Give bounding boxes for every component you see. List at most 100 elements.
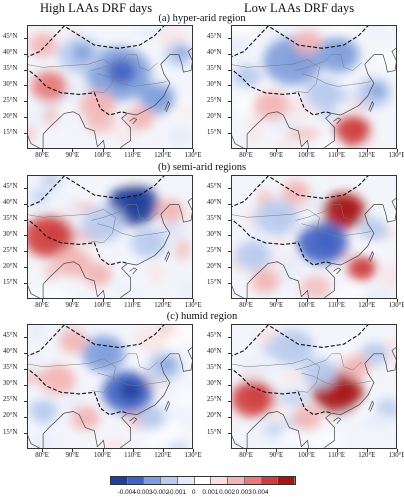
anomaly-core [33, 190, 47, 202]
colorbar-tick-label: -0.001 [167, 489, 186, 496]
lon-tick [397, 299, 398, 302]
lon-tick [246, 299, 248, 302]
lon-label: 100°E [93, 302, 112, 309]
anomaly-core [175, 46, 189, 59]
anomaly-core [285, 336, 306, 355]
lon-label: 80°E [35, 152, 49, 159]
lat-label: 35°N [207, 364, 222, 372]
lat-label: 15°N [3, 428, 18, 436]
lat-tick [228, 117, 231, 119]
lat-label: 25°N [207, 396, 222, 404]
lon-label: 120°E [358, 152, 376, 159]
field-speckle [271, 237, 290, 248]
field-speckle [178, 289, 192, 298]
lat-label: 40°N [207, 348, 222, 356]
map-feature-line [28, 358, 116, 393]
country-border [232, 26, 369, 58]
map-feature-line [295, 353, 362, 371]
lon-label: 80°E [35, 452, 49, 459]
lon-label: 110°E [124, 302, 142, 309]
panel-b-high-canvas [28, 176, 192, 298]
panel-a-high-map [27, 25, 193, 149]
anomaly-core [330, 44, 351, 62]
lat-label: 30°N [207, 230, 222, 238]
anomaly-core [243, 69, 257, 81]
coastline [178, 197, 192, 223]
colorbar-swatch [127, 477, 145, 484]
panel-b-high-map [27, 175, 193, 299]
lon-tick [193, 299, 194, 302]
field-speckle [285, 127, 320, 141]
lat-tick [228, 416, 231, 418]
field-speckle [148, 262, 164, 284]
lat-label: 40°N [3, 49, 18, 57]
lon-tick [162, 149, 164, 152]
lon-label: 100°E [93, 152, 112, 159]
field-speckle [377, 397, 396, 413]
field-speckle [277, 389, 309, 407]
country-border [232, 325, 369, 357]
anomaly-core [96, 343, 117, 361]
lon-label: 130°E [388, 302, 404, 309]
coastline [333, 417, 342, 424]
panel-b-low-map [231, 175, 397, 299]
anomaly-core [368, 83, 386, 98]
lon-label: 80°E [239, 302, 253, 309]
lat-tick [228, 267, 231, 269]
lat-tick [24, 219, 27, 221]
coastline [368, 250, 374, 262]
lat-tick [24, 235, 27, 237]
lon-label: 110°E [124, 452, 142, 459]
field-speckle [73, 202, 95, 211]
panel-c-high-map [27, 324, 193, 449]
lon-tick [42, 149, 44, 152]
anomaly-core [303, 34, 318, 46]
anomaly-core [291, 184, 306, 196]
anomaly-core [43, 77, 61, 92]
colorbar-swatch [278, 477, 296, 484]
field-speckle [28, 325, 45, 342]
anomaly-core [347, 121, 365, 137]
field-speckle [361, 415, 392, 429]
lon-tick [397, 149, 398, 152]
lon-tick [276, 449, 278, 452]
lat-tick [24, 283, 27, 285]
lat-label: 45°N [3, 332, 18, 340]
lat-tick [24, 384, 27, 386]
panel-a-high-canvas [28, 26, 192, 148]
field-speckle [28, 126, 36, 141]
coastline [129, 417, 138, 424]
colorbar-tick-label: 0.003 [235, 489, 252, 496]
lon-label: 90°E [269, 302, 284, 309]
lon-label: 120°E [358, 452, 376, 459]
lon-tick [276, 299, 278, 302]
coastline [129, 267, 138, 275]
coastline [232, 261, 302, 298]
row-title-hyper-arid: (a) hyper-arid region [158, 13, 246, 24]
lon-label: 90°E [269, 452, 284, 459]
anomaly-core [370, 346, 384, 358]
map-feature-line [28, 59, 116, 94]
lat-label: 15°N [3, 278, 18, 286]
lon-label: 80°E [239, 452, 253, 459]
map-feature-line [295, 204, 362, 221]
lon-label: 110°E [328, 452, 346, 459]
lon-label: 90°E [65, 452, 80, 459]
anomaly-core [52, 370, 70, 385]
lon-label: 120°E [358, 302, 376, 309]
lat-label: 40°N [207, 49, 222, 57]
field-speckle [111, 131, 137, 142]
coastline [127, 353, 179, 416]
panel-c-high-canvas [28, 325, 192, 448]
lon-tick [246, 149, 248, 152]
field-speckle [365, 286, 396, 298]
lat-tick [24, 117, 27, 119]
panel-a-low-canvas [232, 26, 396, 148]
lon-label: 90°E [65, 302, 80, 309]
lat-label: 35°N [3, 364, 18, 372]
anomaly-core [370, 222, 384, 234]
anomaly-core [152, 89, 170, 105]
field-speckle [32, 432, 53, 448]
lat-label: 30°N [207, 80, 222, 88]
lat-label: 15°N [207, 428, 222, 436]
